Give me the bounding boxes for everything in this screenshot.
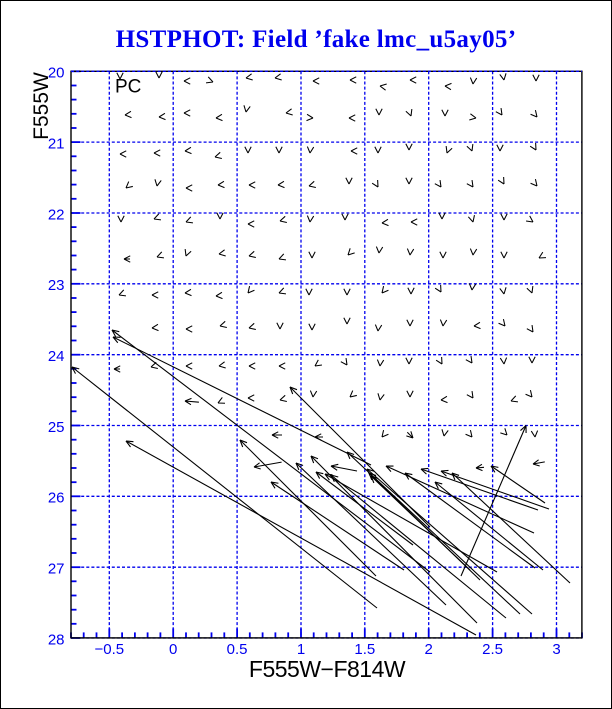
svg-text:22: 22 (48, 206, 65, 223)
svg-text:PC: PC (115, 77, 141, 98)
svg-text:F555W: F555W (30, 72, 53, 140)
svg-text:0.5: 0.5 (227, 641, 248, 658)
svg-text:2: 2 (425, 641, 433, 658)
svg-text:F555W−F814W: F555W−F814W (249, 656, 406, 682)
svg-text:28: 28 (48, 631, 65, 648)
svg-text:20: 20 (48, 65, 65, 82)
svg-text:26: 26 (48, 490, 65, 507)
svg-text:0: 0 (169, 641, 177, 658)
svg-text:2.5: 2.5 (482, 641, 503, 658)
svg-text:21: 21 (48, 135, 65, 152)
svg-text:25: 25 (48, 419, 65, 436)
svg-text:3: 3 (552, 641, 560, 658)
svg-text:−0.5: −0.5 (94, 641, 124, 658)
svg-text:23: 23 (48, 277, 65, 294)
svg-text:1: 1 (297, 641, 305, 658)
svg-text:24: 24 (48, 348, 65, 365)
svg-text:1.5: 1.5 (354, 641, 375, 658)
svg-text:27: 27 (48, 561, 65, 578)
